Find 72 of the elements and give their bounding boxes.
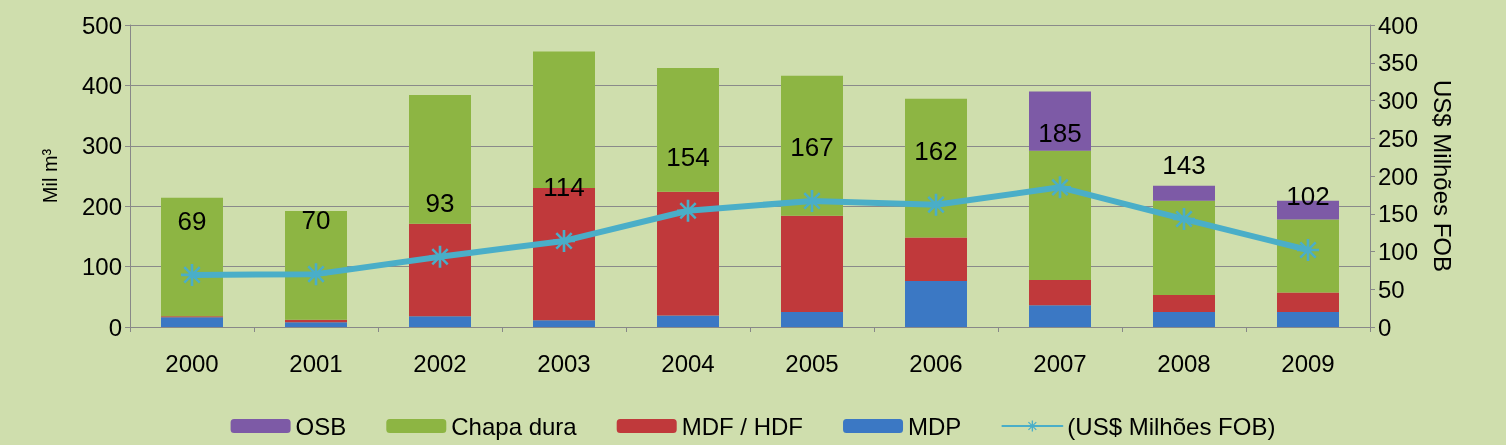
y-tick-label: 500 [81, 11, 122, 39]
bar [781, 215, 843, 312]
bar [657, 191, 719, 316]
point [429, 245, 451, 268]
y2-tick-label: 350 [1378, 49, 1419, 77]
bar [285, 211, 347, 320]
bar [1277, 219, 1339, 293]
bar [1029, 91, 1091, 151]
data-label: 93 [425, 187, 455, 218]
legend-label: MDF / HDF [681, 412, 804, 440]
bar [781, 75, 843, 216]
x-tick-label: 2003 [537, 349, 591, 377]
bar [533, 320, 595, 327]
data-label: 162 [914, 135, 958, 166]
y2-axis-title: US$ Milhões FOB [1428, 79, 1456, 273]
y-tick-label: 300 [81, 132, 122, 160]
data-label: 69 [177, 205, 207, 236]
y2-tick-label: 150 [1378, 200, 1419, 228]
bar [409, 223, 471, 317]
bar [409, 95, 471, 224]
y2-tick-label: 50 [1378, 275, 1405, 303]
bar [1029, 150, 1091, 280]
bar [905, 98, 967, 238]
bar [905, 237, 967, 282]
point [1049, 176, 1071, 199]
bar [1277, 311, 1339, 327]
legend-label: (US$ Milhões FOB) [1067, 412, 1276, 440]
bar [657, 315, 719, 327]
y2-tick-label: 250 [1378, 124, 1419, 152]
bar [657, 67, 719, 192]
bar [409, 316, 471, 327]
x-tick-label: 2009 [1281, 349, 1335, 377]
y2-tick-label: 200 [1378, 162, 1419, 190]
bar [1029, 279, 1091, 306]
bar [1029, 305, 1091, 327]
y-tick-label: 0 [108, 313, 122, 341]
y-axis-title: Mil m³ [39, 148, 61, 204]
data-label: 143 [1162, 150, 1206, 181]
y2-tick-label: 100 [1378, 238, 1419, 265]
data-label: 185 [1038, 118, 1082, 149]
x-tick-label: 2004 [661, 349, 715, 377]
bar [781, 311, 843, 327]
data-label: 154 [666, 141, 710, 172]
data-label: 167 [790, 131, 834, 162]
legend-label: MDP [908, 412, 962, 440]
bar [1153, 185, 1215, 201]
point [925, 193, 947, 216]
bar [1153, 294, 1215, 312]
bar [1153, 311, 1215, 327]
x-tick-label: 2002 [413, 349, 467, 377]
x-tick-label: 2001 [289, 349, 343, 377]
x-tick-label: 2000 [165, 349, 219, 377]
x-tick-label: 2007 [1033, 349, 1087, 377]
y2-tick-label: 300 [1378, 87, 1419, 114]
y2-tick-label: 0 [1378, 313, 1392, 341]
bar [285, 322, 347, 327]
y-tick-label: 400 [81, 71, 122, 99]
bar [1277, 292, 1339, 312]
legend-label: OSB [295, 412, 347, 440]
data-label: 70 [301, 205, 331, 236]
legend-label: Chapa dura [451, 412, 578, 440]
y-tick-label: 100 [81, 253, 122, 281]
bar [161, 197, 223, 317]
bar [161, 317, 223, 327]
x-tick-label: 2006 [909, 349, 963, 377]
x-tick-label: 2008 [1157, 349, 1211, 377]
y2-tick-label: 400 [1378, 11, 1419, 39]
bar [1153, 200, 1215, 295]
y-tick-label: 200 [81, 192, 122, 220]
bar [905, 281, 967, 327]
point [677, 199, 699, 222]
x-tick-label: 2005 [785, 349, 839, 377]
